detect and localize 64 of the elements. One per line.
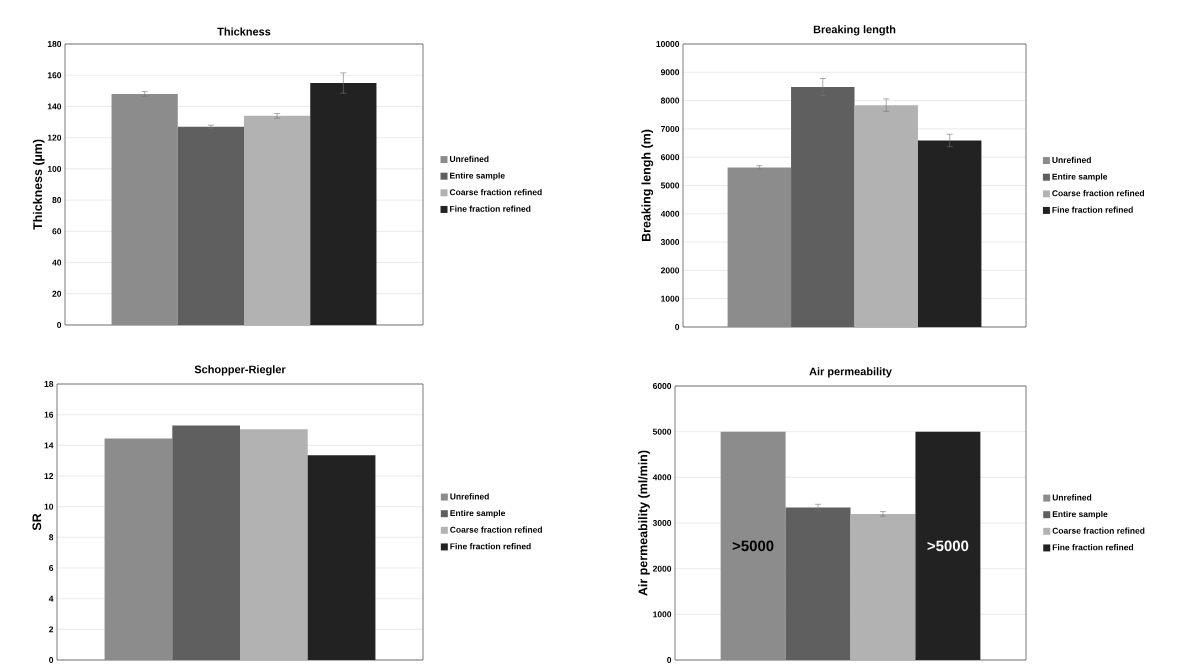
y-tick-label: 18 [44,381,54,387]
y-tick-label: 40 [52,259,62,266]
y-tick-label: 6 [49,565,54,571]
legend-label: Coarse fraction refined [1052,527,1145,534]
y-tick-label: 0 [57,322,62,328]
legend-label: Entire sample [450,172,505,181]
chart-title: Thickness [217,27,271,36]
y-axis-title: SR [32,513,42,531]
y-tick-label: 80 [52,197,62,204]
y-tick-label: 1000 [661,295,680,302]
chart-title: Breaking length [813,25,896,36]
legend-label: Fine fraction refined [450,543,531,550]
legend-label: Unrefined [450,493,489,500]
y-tick-label: 6000 [652,383,672,389]
legend-label: Unrefined [1052,156,1091,163]
legend-label: Unrefined [450,155,489,162]
data-label: >5000 [927,540,969,552]
y-tick-label: 2 [49,626,54,633]
y-axis-title: Thickness (µm) [32,139,45,230]
legend-label: Unrefined [1052,494,1092,501]
y-tick-label: 0 [49,657,54,663]
data-label: >5000 [732,540,774,552]
y-tick-label: 0 [667,657,672,663]
y-tick-label: 100 [47,165,62,172]
y-tick-label: 60 [52,228,62,235]
legend-label: Entire sample [1052,510,1108,519]
legend-label: Entire sample [450,509,506,518]
legend-label: Coarse fraction refined [1052,189,1145,197]
y-tick-label: 12 [44,473,54,479]
legend-label: Fine fraction refined [1052,206,1133,213]
y-tick-label: 3000 [652,520,672,527]
chart-title: Schopper-Riegler [194,365,286,376]
y-tick-label: 1000 [653,611,672,618]
y-tick-label: 14 [44,442,54,449]
legend-label: Coarse fraction refined [450,526,542,533]
y-tick-label: 7000 [661,125,680,132]
y-tick-label: 5000 [652,428,672,435]
y-tick-label: 10 [44,503,54,510]
y-tick-label: 9000 [660,69,680,76]
y-tick-label: 120 [47,134,62,141]
y-axis-title: Air permeability (ml/min) [638,450,650,596]
y-tick-label: 4 [48,595,54,602]
y-tick-label: 10000 [656,41,680,47]
legend-label: Fine fraction refined [1052,544,1134,551]
y-tick-label: 160 [47,72,62,79]
y-tick-label: 16 [44,411,54,418]
y-tick-label: 4000 [652,474,672,481]
y-tick-label: 8000 [660,97,680,104]
legend-label: Fine fraction refined [450,205,531,212]
y-tick-label: 180 [47,41,62,47]
y-tick-label: 8 [49,534,54,541]
y-tick-label: 5000 [660,182,680,189]
y-tick-label: 2000 [652,565,672,572]
y-tick-label: 3000 [660,239,680,246]
y-tick-label: 0 [675,324,680,330]
y-tick-label: 6000 [660,154,680,161]
legend-label: Entire sample [1052,173,1108,182]
legend-label: Coarse fraction refined [449,188,542,196]
y-tick-label: 140 [47,103,62,110]
y-tick-label: 4000 [660,210,680,217]
y-axis-title: Breaking lengh (m) [641,129,654,242]
chart-title: Air permeability [809,367,892,378]
y-tick-label: 20 [52,290,62,297]
y-tick-label: 2000 [660,267,680,274]
